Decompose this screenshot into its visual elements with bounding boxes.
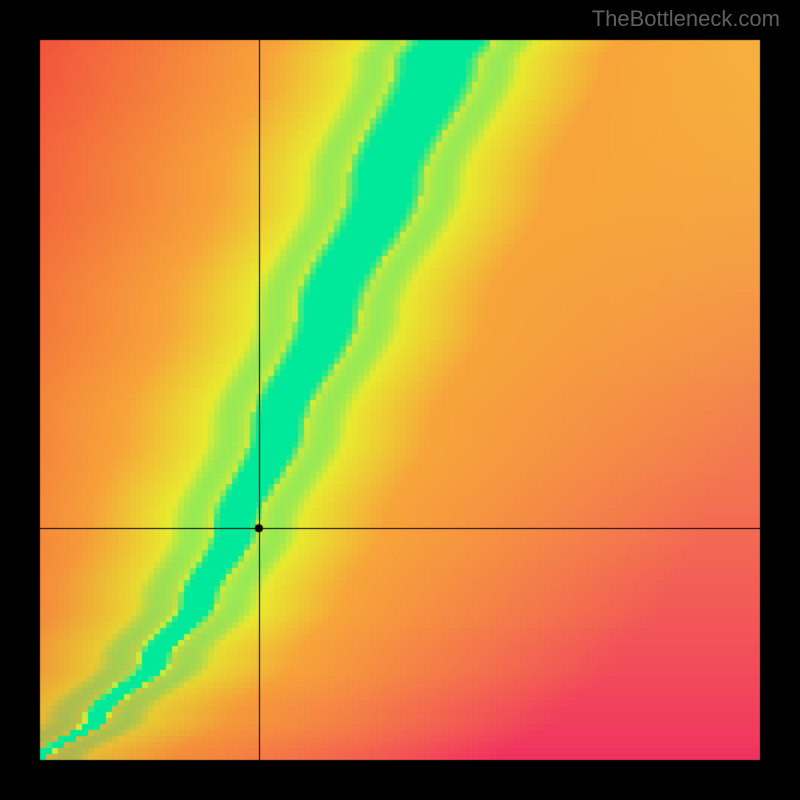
bottleneck-heatmap bbox=[0, 0, 800, 800]
chart-container: TheBottleneck.com bbox=[0, 0, 800, 800]
watermark-text: TheBottleneck.com bbox=[592, 6, 780, 32]
